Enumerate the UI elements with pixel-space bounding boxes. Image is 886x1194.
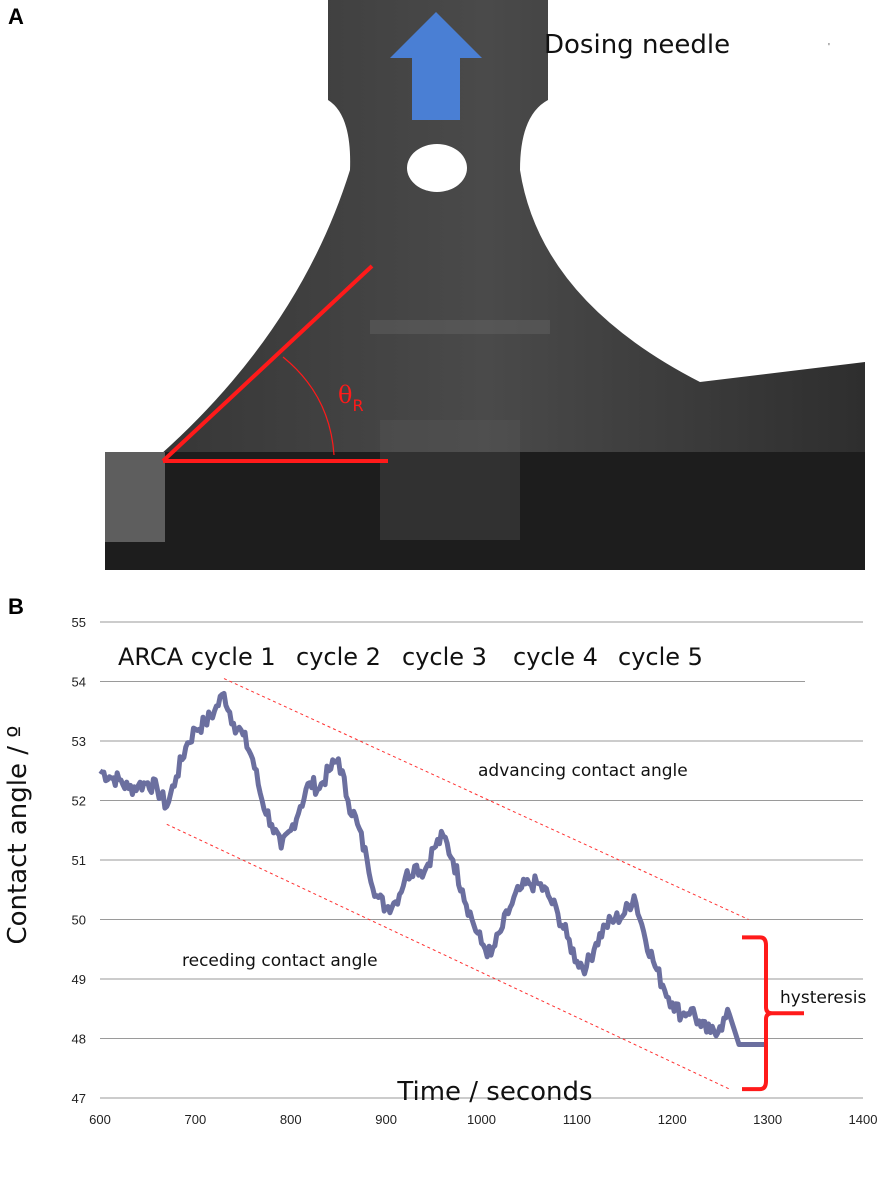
y-tick-label: 54: [72, 675, 86, 690]
receding-label: receding contact angle: [182, 951, 378, 971]
contact-angle-series-line: [98, 690, 769, 1047]
receding-trend-line: [166, 823, 730, 1090]
x-tick-label: 900: [375, 1112, 397, 1127]
y-tick-label: 52: [72, 794, 86, 809]
y-tick-label: 53: [72, 734, 86, 749]
cycle-label: cycle 2: [296, 643, 381, 671]
y-axis-label: Contact angle / º: [3, 725, 33, 944]
x-tick-labels: 600 700 800 900 1000 1100 1200 1300 1400: [89, 1112, 877, 1127]
y-tick-label: 55: [72, 615, 86, 630]
droplet-body: [105, 0, 865, 570]
x-axis-label: Time / seconds: [396, 1077, 592, 1107]
y-tick-label: 51: [72, 853, 86, 868]
cycle-label: cycle 5: [618, 643, 703, 671]
hysteresis-label: hysteresis: [780, 988, 866, 1008]
y-tick-label: 49: [72, 972, 86, 987]
cycle-label: cycle 3: [402, 643, 487, 671]
y-tick-label: 48: [72, 1032, 86, 1047]
upward-arrow-icon: [390, 12, 482, 120]
x-tick-label: 1300: [753, 1112, 782, 1127]
x-tick-label: 1000: [467, 1112, 496, 1127]
trend-lines: [166, 678, 749, 1090]
y-tick-labels: 47 48 49 50 51 52 53 54 55: [72, 615, 86, 1106]
panel-b-label: B: [8, 594, 24, 619]
panel-a-label: A: [8, 4, 24, 29]
x-tick-label: 1400: [849, 1112, 878, 1127]
cycle-label: ARCA cycle 1: [118, 643, 276, 671]
advancing-label: advancing contact angle: [478, 761, 688, 781]
x-tick-label: 1100: [563, 1112, 591, 1127]
svg-text:': ': [828, 42, 830, 53]
x-tick-label: 600: [89, 1112, 111, 1127]
advancing-trend-line: [223, 678, 749, 920]
x-tick-label: 700: [185, 1112, 207, 1127]
gridlines: [100, 621, 863, 1099]
y-tick-label: 47: [72, 1091, 86, 1106]
dosing-needle-caption: Dosing needle: [544, 30, 731, 60]
x-tick-label: 1200: [658, 1112, 687, 1127]
contact-tangent-line: [161, 264, 374, 463]
angle-arc: [282, 356, 335, 456]
cycle-labels: ARCA cycle 1 cycle 2 cycle 3 cycle 4 cycle 5: [118, 643, 703, 671]
needle-hole: [407, 144, 467, 192]
angle-symbol: θR: [338, 381, 364, 415]
y-tick-label: 50: [72, 913, 86, 928]
hysteresis-brace: [742, 935, 804, 1092]
cycle-label: cycle 4: [513, 643, 598, 671]
droplet-photo: θR ': [105, 0, 865, 570]
x-tick-label: 800: [280, 1112, 302, 1127]
